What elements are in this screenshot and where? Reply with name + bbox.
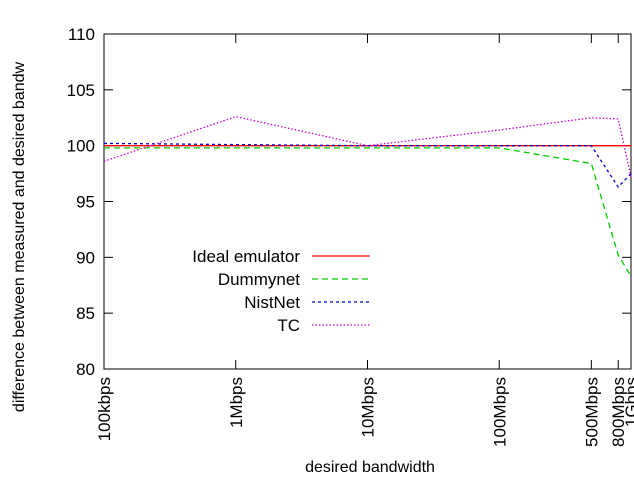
y-tick-label: 105 <box>67 81 95 100</box>
legend-label-tc: TC <box>277 316 300 335</box>
plot-frame <box>103 33 632 370</box>
series-line-dummynet <box>104 147 632 277</box>
y-tick-label: 110 <box>68 25 95 44</box>
legend-label-dummynet: Dummynet <box>218 270 300 289</box>
y-tick-label: 80 <box>76 360 95 379</box>
legend: Ideal emulator Dummynet NistNet TC <box>192 247 370 335</box>
series-line-tc <box>103 115 632 178</box>
y-tick-label: 95 <box>76 193 95 212</box>
x-tick-label: 10Mbps <box>359 377 378 437</box>
x-tick-label: 100Mbps <box>490 377 509 447</box>
plot-area <box>103 33 632 370</box>
y-axis-label: difference between measured and desired … <box>11 61 28 412</box>
x-tick-label: 500Mbps <box>582 377 601 447</box>
x-tick-label: 1Gbps <box>622 377 634 427</box>
y-tick-label: 100 <box>67 137 95 156</box>
x-axis: 100kbps 1Mbps 10Mbps 100Mbps 500Mbps 800Mbps1… <box>95 34 634 447</box>
series-lines <box>103 115 632 277</box>
x-tick-label: 100kbps <box>95 377 114 441</box>
legend-label-nistnet: NistNet <box>244 293 300 312</box>
x-tick-label: 1Mbps <box>227 377 246 428</box>
y-tick-label: 85 <box>76 304 95 323</box>
series-line-nistnet <box>103 142 632 189</box>
y-tick-label: 90 <box>76 248 95 267</box>
x-axis-label: desired bandwidth <box>305 459 435 476</box>
y-axis: 80 85 90 95 100 105 110 <box>67 25 631 379</box>
x-tick-label: 800Mbps <box>609 377 628 447</box>
legend-label-ideal-emulator: Ideal emulator <box>192 247 300 266</box>
